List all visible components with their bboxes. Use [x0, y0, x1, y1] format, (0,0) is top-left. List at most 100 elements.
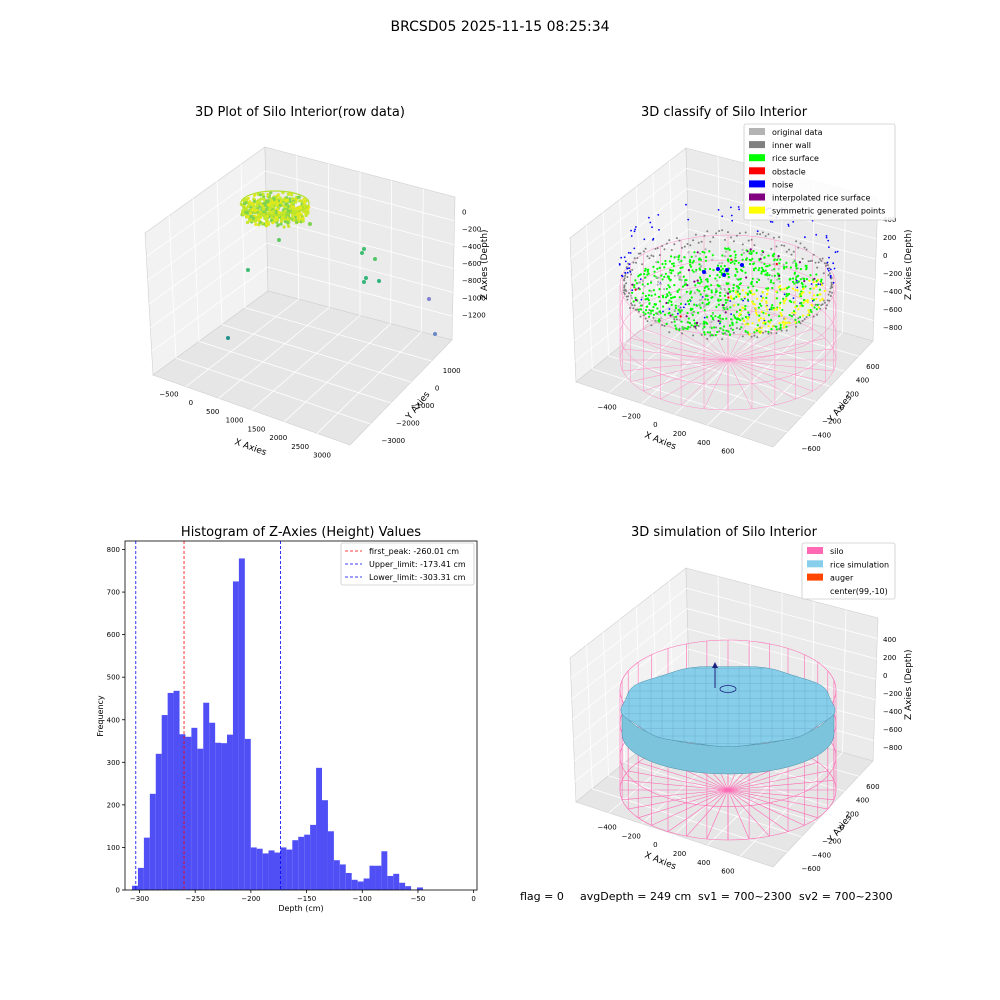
data-point: [734, 253, 737, 256]
data-point: [262, 210, 266, 214]
data-point: [699, 322, 702, 325]
data-point: [674, 304, 677, 307]
histogram-bar: [351, 879, 358, 890]
tick-label: 2500: [291, 443, 309, 451]
data-point: [791, 311, 794, 314]
data-point: [623, 293, 626, 295]
data-point: [642, 311, 645, 314]
data-point: [760, 304, 763, 307]
data-point: [731, 297, 734, 300]
data-point: [633, 257, 636, 260]
data-point: [670, 321, 673, 324]
data-point: [752, 302, 755, 305]
data-point: [670, 272, 673, 275]
grid-line: [265, 170, 455, 222]
panel4-title: 3D simulation of Silo Interior: [631, 525, 818, 540]
data-point: [817, 261, 820, 264]
data-point: [810, 283, 813, 285]
data-point: [834, 251, 837, 254]
data-point: [657, 280, 660, 283]
data-point: [623, 279, 625, 281]
data-point: [819, 280, 823, 283]
data-point: [735, 318, 739, 321]
tick-label: 600: [107, 631, 120, 639]
data-point: [696, 288, 699, 291]
tick-label: 100: [107, 844, 120, 852]
histogram-bar: [298, 836, 305, 890]
data-point: [699, 276, 702, 279]
silo-spoke: [622, 779, 729, 791]
data-point: [629, 294, 633, 297]
grid-line: [687, 208, 876, 260]
data-point: [785, 261, 788, 264]
data-point: [624, 260, 627, 263]
data-point: [677, 274, 680, 277]
data-point: [642, 250, 645, 253]
data-point: [782, 300, 785, 303]
data-point: [815, 285, 818, 288]
data-point: [726, 308, 729, 311]
data-point: [693, 291, 697, 295]
data-point: [255, 208, 259, 212]
data-point: [433, 332, 437, 336]
data-point: [752, 262, 755, 266]
histogram-bar: [357, 881, 364, 890]
data-point: [764, 312, 768, 315]
data-point: [744, 231, 747, 234]
data-point: [736, 270, 739, 273]
data-point: [732, 286, 735, 290]
data-point: [768, 264, 771, 267]
tick-label: −2000: [396, 420, 420, 428]
data-point: [745, 276, 748, 279]
data-point: [643, 285, 646, 288]
data-point: [696, 321, 699, 324]
data-point: [817, 306, 820, 309]
histogram-legend: first_peak: -260.01 cm Upper_limit: -173.…: [340, 542, 475, 586]
data-point: [767, 287, 770, 290]
data-point: [732, 289, 735, 292]
data-point: [745, 249, 748, 252]
data-point: [768, 308, 771, 311]
data-point: [830, 283, 833, 286]
data-point: [701, 250, 704, 253]
tick-label: −100: [353, 895, 372, 903]
tick-label: −3000: [381, 437, 405, 445]
data-point: [698, 282, 702, 285]
data-point: [635, 261, 637, 264]
data-point: [673, 243, 676, 246]
silo-spoke: [638, 789, 729, 819]
data-point: [731, 328, 735, 331]
data-point: [678, 261, 681, 264]
data-point: [240, 190, 310, 216]
data-point: [698, 263, 701, 266]
data-point: [820, 278, 823, 281]
data-point: [721, 317, 725, 320]
data-point: [689, 259, 692, 262]
data-point: [832, 281, 835, 284]
data-point: [626, 267, 629, 270]
data-point: [737, 206, 740, 208]
silo-spoke: [660, 359, 729, 400]
data-point: [785, 325, 788, 328]
silo-spoke: [638, 761, 729, 791]
auger-ring: [719, 685, 737, 693]
data-point: [655, 261, 658, 264]
data-point: [765, 296, 768, 299]
data-point: [714, 291, 718, 294]
data-point: [762, 317, 766, 320]
data-point: [794, 311, 797, 314]
data-point: [707, 287, 710, 291]
data-point: [741, 258, 744, 261]
histogram-bar: [393, 873, 400, 890]
data-point: [777, 257, 780, 260]
data-point: [681, 266, 684, 269]
data-point: [276, 207, 280, 211]
data-point: [638, 288, 641, 291]
histogram-bar: [191, 727, 198, 890]
tick-label: 400: [697, 859, 710, 867]
data-point: [734, 256, 737, 259]
data-point: [710, 291, 713, 294]
data-point: [658, 288, 661, 291]
data-point: [242, 202, 246, 206]
data-point: [652, 313, 656, 316]
